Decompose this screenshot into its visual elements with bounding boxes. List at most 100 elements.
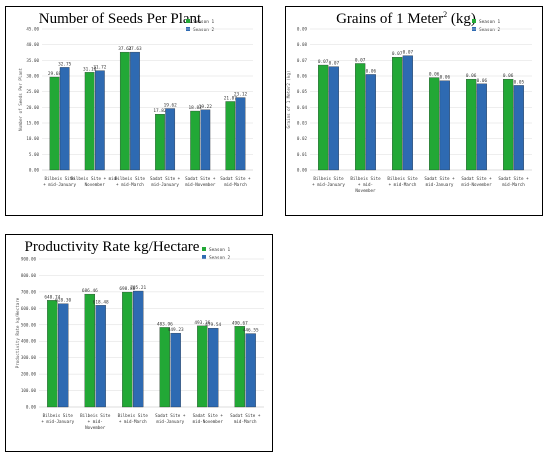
chart-panel-seeds: Number of Seeds Per Plant Season 1 Season …: [5, 6, 263, 216]
y-tick-label: 0.00: [26, 405, 37, 410]
chart-productivity-rate: Productivity Rate kg/Hectare Season 1 Seas…: [15, 239, 264, 430]
data-label: 483.96: [157, 321, 173, 327]
data-label: 0.07: [318, 59, 329, 65]
x-tick-label: Sadat Site +: [155, 413, 186, 418]
data-label: 37.62: [118, 46, 132, 52]
chart-title: Productivity Rate kg/Hectare: [25, 239, 200, 255]
x-tick-label: November: [85, 425, 106, 430]
legend-swatch: [202, 247, 206, 251]
bar: [165, 108, 176, 171]
bar: [476, 83, 487, 171]
chart-panel-productivity: Productivity Rate kg/Hectare Season 1 Seas…: [5, 234, 273, 452]
x-tick-label: Sadat Site +: [498, 176, 529, 181]
x-tick-label: Bilbeis Site + mid-: [71, 176, 119, 181]
bar: [58, 303, 69, 408]
bar: [318, 64, 329, 171]
x-tick-label: November: [355, 188, 376, 193]
bar: [59, 67, 70, 171]
y-tick-label: 0.00: [297, 168, 308, 173]
x-tick-label: Sadat Site +: [424, 176, 455, 181]
data-label: 23.12: [234, 92, 248, 98]
y-tick-label: 200.00: [21, 372, 37, 377]
y-tick-label: 30.00: [26, 74, 39, 79]
bar: [466, 78, 477, 171]
y-tick-label: 0.07: [297, 58, 308, 63]
bar: [119, 51, 130, 171]
data-label: 0.07: [329, 61, 340, 67]
bar: [207, 327, 219, 408]
chart-title: Number of Seeds Per Plant: [39, 11, 202, 27]
data-label: 31.18: [83, 66, 97, 72]
bar: [122, 291, 133, 408]
bar: [95, 70, 105, 171]
data-label: 628.30: [55, 298, 71, 304]
y-tick-label: 100.00: [21, 388, 37, 393]
x-tick-label: Sadat Site +: [220, 176, 251, 181]
data-label: 0.07: [403, 50, 414, 56]
data-label: 29.68: [48, 71, 62, 77]
y-tick-label: 300.00: [21, 355, 37, 360]
y-tick-label: 700.00: [21, 289, 37, 294]
bar: [133, 290, 144, 408]
data-label: 648.74: [44, 294, 60, 300]
bar: [429, 77, 440, 171]
data-label: 0.06: [429, 72, 440, 78]
data-label: 31.72: [93, 65, 107, 71]
data-label: 705.21: [130, 285, 146, 291]
bar: [235, 97, 246, 171]
x-tick-label: Bilbeis Site: [80, 413, 111, 418]
bar: [170, 332, 181, 408]
y-axis-label: Grains of 1 Meter2 (kg): [286, 71, 291, 129]
bar: [225, 101, 236, 171]
legend-swatch: [186, 19, 190, 23]
y-tick-label: 25.00: [26, 89, 39, 94]
bar: [84, 72, 95, 171]
data-label: 32.75: [58, 61, 72, 67]
x-tick-label: mid-January: [426, 182, 454, 187]
bar: [49, 76, 60, 171]
x-tick-label: Sadat Site +: [230, 413, 261, 418]
x-tick-label: Sadat Site +: [185, 176, 216, 181]
y-tick-label: 45.00: [26, 27, 39, 32]
data-label: 21.87: [224, 95, 238, 101]
bar: [503, 78, 514, 171]
x-tick-label: Sadat Site +: [193, 413, 224, 418]
bar: [155, 114, 165, 171]
y-tick-label: 0.05: [297, 89, 308, 94]
y-tick-label: 5.00: [29, 152, 40, 157]
bar: [190, 110, 200, 171]
data-label: 0.06: [440, 75, 451, 81]
y-tick-label: 0.03: [297, 121, 308, 126]
y-tick-label: 500.00: [21, 322, 37, 327]
bar: [328, 66, 339, 171]
legend-swatch: [472, 19, 476, 23]
y-tick-label: 20.00: [26, 105, 39, 110]
data-label: 17.82: [153, 108, 167, 114]
bar: [439, 80, 450, 171]
y-tick-label: 600.00: [21, 306, 37, 311]
data-label: 0.05: [514, 79, 525, 85]
y-tick-label: 0.08: [297, 42, 308, 47]
y-tick-label: 900.00: [21, 257, 37, 262]
x-tick-label: mid-November: [461, 182, 492, 187]
data-label: 490.67: [232, 320, 248, 326]
y-tick-label: 400.00: [21, 339, 37, 344]
bar: [234, 326, 245, 408]
bar: [402, 55, 413, 171]
data-label: 479.54: [205, 322, 221, 328]
data-label: 0.07: [392, 51, 403, 57]
y-tick-label: 0.01: [297, 152, 308, 157]
bar: [47, 300, 58, 408]
x-tick-label: + mid-January: [43, 182, 76, 187]
data-label: 0.06: [477, 78, 488, 84]
bar: [365, 74, 376, 171]
x-tick-label: November: [85, 182, 106, 187]
legend-label: Season 2: [479, 27, 501, 33]
x-tick-label: + mid-March: [116, 182, 144, 187]
legend-swatch: [202, 255, 206, 259]
legend-label: Season 1: [209, 247, 231, 253]
y-tick-label: 40.00: [26, 42, 39, 47]
x-tick-label: mid-November: [193, 419, 224, 424]
